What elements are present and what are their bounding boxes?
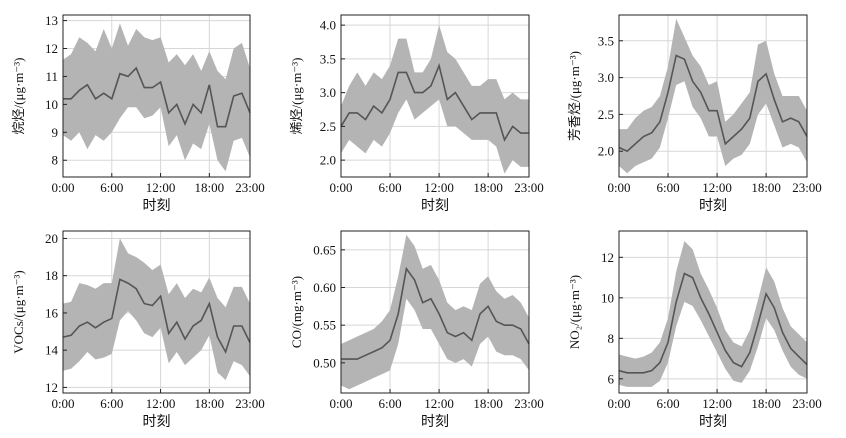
y-tick-label: 2.0 xyxy=(598,144,614,159)
chart-panel-4: 0:00 6:00 12:00 18:00 23:00 12 14 16 18 20 时刻 VOCs/… xyxy=(11,230,265,430)
y-tick-label: 10 xyxy=(45,97,58,112)
y-tick-label: 2.5 xyxy=(320,119,336,134)
y-tick-label: 12 xyxy=(45,380,58,395)
y-tick-label: 0.65 xyxy=(313,242,336,257)
y-tick-label: 3.0 xyxy=(598,70,614,85)
y-tick-label: 12 xyxy=(45,41,58,56)
x-tick-label: 18:00 xyxy=(473,180,503,195)
y-tick-label: 13 xyxy=(45,13,58,28)
plot-frame xyxy=(618,230,808,394)
y-tick-label: 0.60 xyxy=(313,280,336,295)
y-axis-label: NO₂/(μg·m⁻³) xyxy=(567,275,582,349)
y-tick-label: 8 xyxy=(52,153,59,168)
plot-frame xyxy=(340,14,530,178)
y-tick-label: 9 xyxy=(52,125,59,140)
y-tick-label: 0.55 xyxy=(313,318,336,333)
x-tick-label: 6:00 xyxy=(378,180,401,195)
y-axis-label: 烯烃/(μg·m⁻³) xyxy=(289,58,304,135)
chart-panel-6: 0:00 6:00 12:00 18:00 23:00 6 8 10 12 时刻 NO₂/(μg·m… xyxy=(567,230,822,430)
x-tick-label: 18:00 xyxy=(751,180,781,195)
mean-line xyxy=(618,54,808,153)
x-tick-label: 23:00 xyxy=(792,180,822,195)
x-tick-label: 6:00 xyxy=(100,396,123,411)
y-tick-label: 8 xyxy=(608,331,615,346)
y-tick-label: 6 xyxy=(608,371,615,386)
y-tick-label: 10 xyxy=(601,290,614,305)
x-tick-label: 12:00 xyxy=(146,396,176,411)
x-tick-label: 0:00 xyxy=(329,396,352,411)
y-tick-label: 14 xyxy=(45,343,59,358)
y-tick-label: 20 xyxy=(45,231,58,246)
y-tick-label: 3.0 xyxy=(320,85,336,100)
mean-line xyxy=(62,278,251,355)
y-axis-label: VOCs/(μg·m⁻³) xyxy=(11,270,26,353)
x-tick-label: 0:00 xyxy=(51,396,74,411)
x-axis-label: 时刻 xyxy=(143,414,171,430)
x-axis-label: 时刻 xyxy=(421,414,449,430)
chart-panel-5: 0:00 6:00 12:00 18:00 23:00 0.50 0.55 0.60 0.65 时… xyxy=(289,230,544,430)
x-tick-label: 12:00 xyxy=(702,180,732,195)
x-axis-label: 时刻 xyxy=(143,198,171,214)
x-axis-label: 时刻 xyxy=(421,198,449,214)
x-tick-label: 23:00 xyxy=(514,396,544,411)
x-tick-label: 12:00 xyxy=(424,180,454,195)
y-tick-label: 18 xyxy=(45,268,58,283)
mean-line xyxy=(340,62,529,142)
x-tick-label: 12:00 xyxy=(702,396,732,411)
x-tick-label: 23:00 xyxy=(792,396,822,411)
mean-line xyxy=(341,266,530,360)
y-axis-label: 烷烃/(μg·m⁻³) xyxy=(11,58,26,135)
range-band xyxy=(341,234,529,390)
x-tick-label: 0:00 xyxy=(51,180,74,195)
range-band xyxy=(63,23,250,172)
y-tick-label: 11 xyxy=(45,69,58,84)
x-tick-label: 0:00 xyxy=(329,180,352,195)
x-tick-label: 6:00 xyxy=(100,180,123,195)
x-tick-label: 23:00 xyxy=(235,180,265,195)
range-band xyxy=(619,241,807,387)
y-tick-label: 4.0 xyxy=(320,18,336,33)
x-tick-label: 0:00 xyxy=(607,180,630,195)
chart-panel-2: 0:00 6:00 12:00 18:00 23:00 2.0 2.5 3.0 3.5 4.0 时刻… xyxy=(289,14,544,214)
plot-frame xyxy=(62,230,251,394)
x-tick-label: 6:00 xyxy=(656,180,679,195)
chart-panel-3: 0:00 6:00 12:00 18:00 23:00 2.0 2.5 3.0 3.5 时刻 芳香烃… xyxy=(567,14,822,214)
x-tick-label: 6:00 xyxy=(378,396,401,411)
y-tick-label: 3.5 xyxy=(598,33,614,48)
x-axis-label: 时刻 xyxy=(699,414,727,430)
x-tick-label: 18:00 xyxy=(751,396,781,411)
x-tick-label: 18:00 xyxy=(195,396,225,411)
y-tick-label: 12 xyxy=(601,250,614,265)
y-tick-label: 2.0 xyxy=(320,153,336,168)
x-tick-label: 18:00 xyxy=(473,396,503,411)
y-axis-label: 芳香烃/(μg·m⁻³) xyxy=(567,51,582,141)
chart-panel-1: 0:00 6:00 12:00 18:00 23:00 8 9 10 11 12 13 时刻 烷烃/(μ… xyxy=(11,13,265,214)
x-axis-label: 时刻 xyxy=(699,198,727,214)
range-band xyxy=(63,238,250,380)
range-band xyxy=(619,18,807,174)
x-tick-label: 6:00 xyxy=(656,396,679,411)
mean-line xyxy=(618,272,808,374)
plot-frame xyxy=(340,230,530,394)
y-tick-label: 0.50 xyxy=(313,355,336,370)
mean-line xyxy=(63,66,251,128)
y-tick-label: 16 xyxy=(45,305,59,320)
y-tick-label: 2.5 xyxy=(598,107,614,122)
x-tick-label: 0:00 xyxy=(607,396,630,411)
x-tick-label: 23:00 xyxy=(235,396,265,411)
y-tick-label: 3.5 xyxy=(320,51,336,66)
y-axis-label: CO/(mg·m⁻³) xyxy=(289,276,304,348)
x-tick-label: 12:00 xyxy=(424,396,454,411)
plot-frame xyxy=(62,14,251,178)
plot-frame xyxy=(618,14,808,178)
range-band xyxy=(341,25,529,174)
x-tick-label: 23:00 xyxy=(514,180,544,195)
x-tick-label: 12:00 xyxy=(146,180,176,195)
x-tick-label: 18:00 xyxy=(195,180,225,195)
